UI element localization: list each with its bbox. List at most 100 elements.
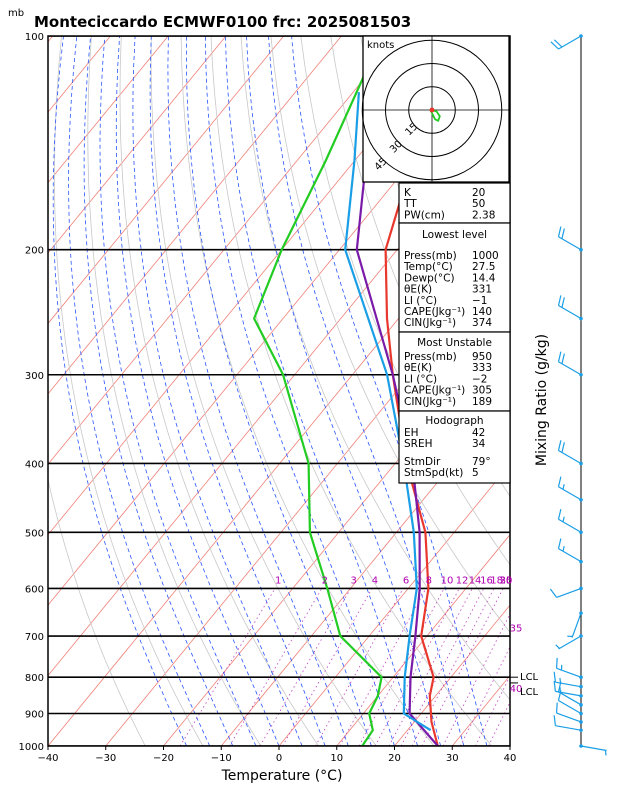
pressure-tick-label: 900 (25, 710, 44, 721)
dry-adiabat (53, 36, 204, 746)
wind-barb (550, 34, 583, 50)
hodograph-box-label: SREH (404, 438, 433, 450)
wind-barb-base (579, 634, 583, 638)
wind-barb-staff (556, 712, 582, 723)
hodograph-box-value: 42 (472, 427, 485, 439)
isotherm (48, 36, 458, 536)
wind-barb (557, 538, 583, 564)
wind-barb (557, 351, 583, 377)
isotherm (48, 36, 342, 395)
moist-adiabat (83, 36, 234, 746)
most-unstable-label: CAPE(Jkg⁻¹) (404, 385, 465, 397)
hodograph-box-value: 5 (472, 467, 479, 479)
hodograph-box-header: Hodograph (425, 415, 483, 427)
wind-barb-base (579, 586, 583, 591)
moist-adiabat (225, 36, 418, 746)
most-unstable-header: Most Unstable (417, 337, 492, 349)
lowest-level-label: Temp(°C) (403, 261, 453, 273)
lowest-level-value: −1 (472, 295, 487, 307)
wind-barb-flag (557, 476, 562, 487)
x-tick-label: −30 (95, 753, 116, 764)
most-unstable-value: −2 (472, 373, 487, 385)
wind-barb-staff (558, 548, 582, 563)
hodograph-box-value: 34 (472, 438, 486, 450)
hodograph-box-value: 79° (472, 456, 491, 468)
lowest-level-label: CAPE(Jkg⁻¹) (404, 306, 465, 318)
mixing-ratio-label: 2 (322, 575, 328, 586)
isotherm (394, 604, 510, 746)
wind-barb-flag (553, 680, 556, 692)
dry-adiabat (210, 36, 493, 746)
wind-barb (555, 657, 583, 679)
series-line-0 (384, 36, 481, 746)
mixing-ratio-label: 10 (441, 575, 454, 586)
wind-barb-flag (557, 538, 562, 549)
wind-barb-base (579, 497, 583, 502)
moist-adiabat (68, 36, 211, 746)
wind-barb-flag (561, 442, 565, 453)
wind-barb-half (604, 750, 607, 756)
wind-barb-staff (555, 690, 582, 697)
wind-barb (553, 680, 583, 698)
hodograph-frame (362, 35, 510, 183)
most-unstable-value: 189 (472, 396, 492, 408)
moist-adiabat (268, 36, 465, 746)
wind-barb-half (559, 687, 562, 693)
wind-barb-staff (555, 681, 582, 688)
indices-box (398, 410, 511, 484)
wind-barb-flag (555, 702, 558, 714)
wind-barb-base (579, 316, 583, 321)
lowest-level-value: 1000 (472, 250, 499, 262)
wind-barb-staff (558, 449, 582, 464)
indices-box (398, 222, 511, 333)
moist-adiabat (246, 36, 442, 746)
mixing-ratio-label: 4 (372, 575, 378, 586)
wind-barb-flag (550, 41, 559, 50)
wind-barb-staff (558, 35, 582, 50)
wind-barb-base (579, 530, 583, 535)
most-unstable-value: 950 (472, 351, 492, 363)
mixing-ratio-label: 16 (480, 575, 493, 586)
most-unstable-label: Press(mb) (404, 351, 457, 363)
wind-barb-base (579, 247, 583, 252)
index-value: 50 (472, 198, 485, 210)
wind-barb-staff (571, 612, 582, 638)
wind-barb-staff (556, 587, 582, 598)
dry-adiabat (240, 36, 510, 701)
isotherm (48, 36, 285, 325)
pressure-tick-label: 200 (25, 246, 44, 257)
mixing-ratio-line (282, 588, 373, 746)
hodograph-box-label: StmDir (404, 456, 441, 468)
wind-barb-flag (561, 353, 565, 364)
wind-barb (557, 508, 583, 535)
mixing-ratio-axis-label: Mixing Ratio (g/kg) (534, 334, 550, 466)
moist-adiabat (132, 36, 303, 746)
wind-barb-flag (553, 715, 556, 726)
pressure-tick-label: 400 (25, 459, 44, 470)
sounding-curves (253, 36, 481, 746)
series-line-3 (344, 92, 432, 732)
pressure-tick-label: 1000 (19, 742, 44, 753)
lcl-label: LCL (520, 672, 539, 683)
isotherm (278, 463, 510, 746)
pressure-tick-label: 700 (25, 632, 44, 643)
wind-barb-flag (553, 39, 563, 48)
wind-barb-base (579, 684, 583, 689)
wind-barb-base (579, 559, 583, 564)
mixing-ratio-label: 18 (490, 575, 503, 586)
dry-adiabat (150, 36, 377, 746)
index-value: 2.38 (472, 209, 495, 221)
hodograph-box-label: EH (404, 427, 419, 439)
x-tick-label: 10 (330, 753, 343, 764)
mixing-ratio-line (229, 588, 323, 746)
wind-barb-half (562, 546, 565, 552)
wind-barb-base (579, 372, 583, 377)
wind-barb-staff (580, 745, 607, 752)
pressure-tick-label: 300 (25, 371, 44, 382)
pressure-unit-label: mb (8, 8, 24, 19)
dry-adiabat (270, 36, 510, 633)
moist-adiabat (167, 36, 349, 746)
hodograph-unit-label: knots (367, 40, 394, 51)
lowest-level-header: Lowest level (422, 229, 487, 241)
